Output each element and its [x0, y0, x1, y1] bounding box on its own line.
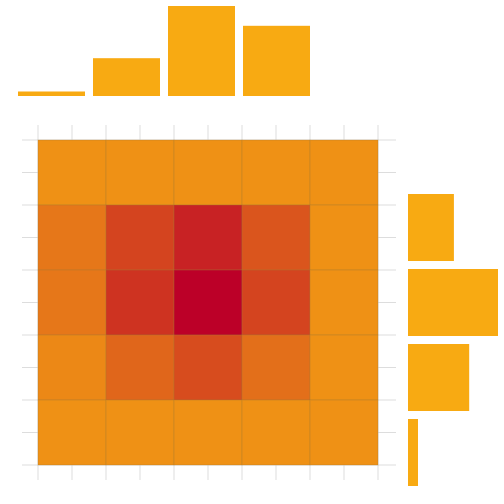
heatmap-cell — [105, 139, 175, 206]
heatmap-cell — [309, 139, 379, 206]
heatmap-cell — [105, 204, 175, 271]
heatmap-cells — [37, 139, 379, 466]
heatmap-cell — [241, 269, 311, 336]
right-marginal-bar — [408, 344, 470, 411]
heatmap-cell — [105, 334, 175, 401]
heatmap-cell — [309, 204, 379, 271]
heatmap-cell — [309, 399, 379, 466]
heatmap-cell — [241, 139, 311, 206]
heatmap-cell — [105, 399, 175, 466]
heatmap-cell — [173, 204, 243, 271]
heatmap-cell — [173, 399, 243, 466]
heatmap-cell — [173, 269, 243, 336]
heatmap-cell — [37, 334, 107, 401]
top-marginal-bars — [18, 6, 310, 96]
right-marginal-bars — [408, 194, 498, 486]
top-marginal-bar — [168, 6, 235, 96]
right-marginal-bar — [408, 269, 498, 336]
heatmap-cell — [37, 204, 107, 271]
heatmap-cell — [241, 334, 311, 401]
right-marginal-bar — [408, 419, 418, 486]
top-marginal-bar — [243, 25, 310, 96]
top-marginal-bar — [18, 91, 85, 96]
heatmap-cell — [309, 269, 379, 336]
heatmap-cell — [309, 334, 379, 401]
right-marginal-bar — [408, 194, 454, 261]
top-marginal-bar — [93, 58, 160, 96]
heatmap-cell — [37, 269, 107, 336]
heatmap-cell — [105, 269, 175, 336]
heatmap-cell — [241, 399, 311, 466]
heatmap-cell — [37, 139, 107, 206]
heatmap-cell — [173, 334, 243, 401]
heatmap-cell — [37, 399, 107, 466]
heatmap-cell — [241, 204, 311, 271]
heatmap-cell — [173, 139, 243, 206]
